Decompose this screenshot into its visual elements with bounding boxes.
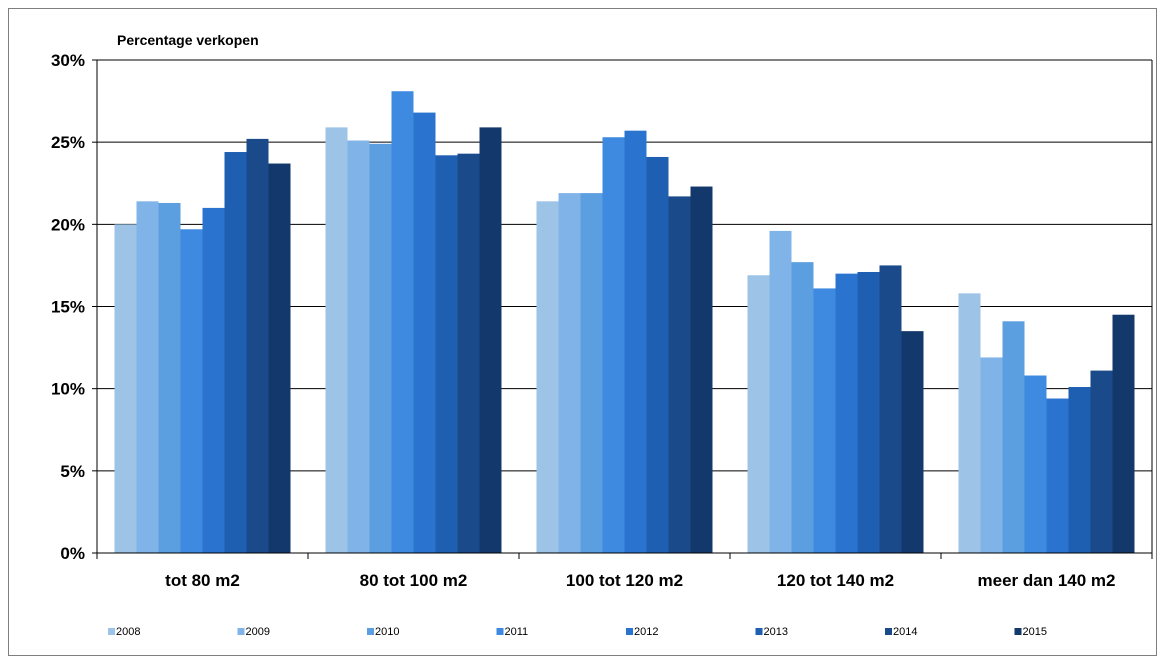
- bar: [180, 229, 203, 553]
- bar: [1090, 370, 1113, 553]
- bar: [268, 163, 291, 553]
- bar: [1068, 387, 1091, 553]
- y-tick-label: 10%: [51, 380, 85, 399]
- bar: [479, 127, 502, 554]
- bar: [769, 230, 792, 553]
- legend-swatch: [755, 628, 763, 635]
- legend-swatch: [237, 628, 245, 635]
- bar: [857, 271, 880, 553]
- bar: [791, 262, 814, 553]
- bar: [347, 140, 370, 554]
- x-tick-label: tot 80 m2: [165, 571, 240, 590]
- legend-swatch: [1014, 628, 1022, 635]
- legend-label: 2011: [505, 626, 529, 638]
- bar: [602, 137, 625, 553]
- bar: [558, 193, 581, 554]
- y-tick-label: 0%: [60, 544, 85, 563]
- legend-swatch: [496, 628, 504, 635]
- legend-label: 2010: [375, 626, 399, 638]
- bar: [391, 91, 414, 554]
- bar: [646, 156, 669, 553]
- bar: [457, 153, 480, 554]
- bar: [413, 112, 436, 553]
- x-tick-label: 80 tot 100 m2: [360, 571, 468, 590]
- bar: [1002, 321, 1025, 553]
- legend-label: 2013: [764, 626, 788, 638]
- bar: [624, 130, 647, 553]
- bar: [1024, 375, 1047, 553]
- bar: [369, 143, 392, 553]
- y-tick-label: 15%: [51, 298, 85, 317]
- legend-label: 2014: [893, 626, 917, 638]
- bar: [224, 152, 247, 553]
- legend-label: 2008: [116, 626, 140, 638]
- axes: 0% 5% 10% 15% 20% 25% 30% tot 80 m2 80 tot 100 m…: [51, 51, 1153, 590]
- bar: [158, 202, 181, 553]
- bars: [114, 91, 1135, 554]
- y-tick-label: 20%: [51, 215, 85, 234]
- bar: [980, 357, 1003, 553]
- legend-label: 2009: [246, 626, 270, 638]
- bar: [690, 186, 713, 553]
- legend: 2008 2009 2010 2011 2012 2013 2014 2015: [108, 626, 1047, 638]
- legend-swatch: [108, 628, 115, 635]
- bar: [202, 207, 225, 553]
- legend-swatch: [367, 628, 374, 635]
- bar: [879, 265, 902, 553]
- x-tick-label: 120 tot 140 m2: [777, 571, 894, 590]
- x-tick-label: 100 tot 120 m2: [566, 571, 683, 590]
- bar: [136, 201, 159, 553]
- bar: [835, 273, 858, 553]
- y-tick-label: 30%: [51, 51, 85, 70]
- y-tick-label: 25%: [51, 133, 85, 152]
- bar: [114, 224, 137, 554]
- bar: [1112, 314, 1135, 553]
- bar: [813, 288, 836, 553]
- legend-label: 2015: [1023, 626, 1047, 638]
- legend-swatch: [885, 628, 892, 635]
- legend-swatch: [626, 628, 633, 635]
- y-tick-label: 5%: [60, 462, 85, 481]
- bar: [580, 193, 603, 554]
- bar: [325, 127, 348, 554]
- x-tick-label: meer dan 140 m2: [978, 571, 1116, 590]
- bar: [901, 331, 924, 553]
- bar: [958, 293, 981, 553]
- y-axis-title: Percentage verkopen: [117, 32, 259, 48]
- bar: [536, 201, 559, 553]
- bar: [246, 138, 269, 553]
- bar: [435, 155, 458, 553]
- legend-label: 2012: [634, 626, 658, 638]
- bar: [747, 275, 770, 553]
- bar: [1046, 398, 1069, 553]
- bar: [668, 196, 691, 553]
